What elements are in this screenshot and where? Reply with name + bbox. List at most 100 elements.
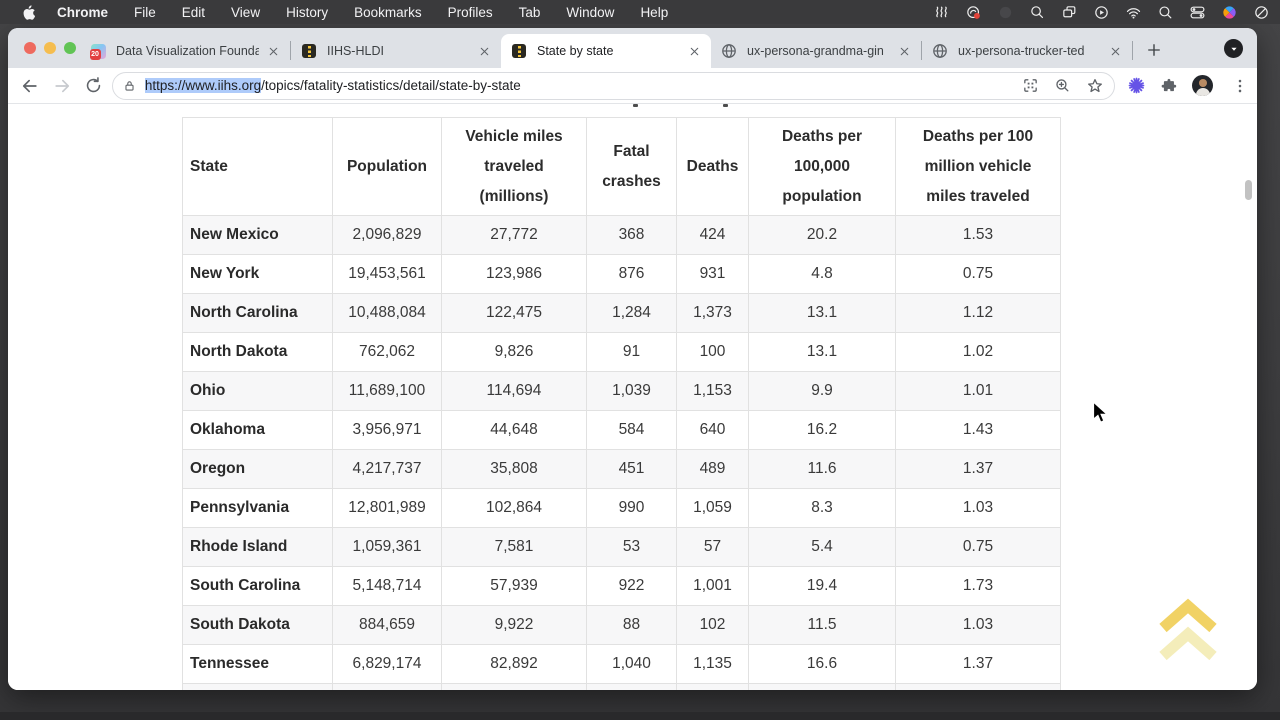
menu-item-view[interactable]: View — [231, 4, 261, 20]
browser-tab-state-by-state[interactable]: State by state — [501, 34, 711, 68]
menu-item-tab[interactable]: Tab — [518, 4, 541, 20]
menu-item-help[interactable]: Help — [640, 4, 669, 20]
tab-strip: 20 Data Visualization Founda IIHS-HLDI Stat… — [8, 28, 1257, 68]
tab-search-button[interactable] — [1224, 39, 1243, 58]
value-cell: 19,453,561 — [332, 254, 442, 294]
iihs-road-favicon — [511, 43, 527, 59]
zoom-tool-icon[interactable] — [1029, 4, 1046, 21]
value-cell: 7,581 — [441, 527, 587, 567]
clipped-heading-fragment — [633, 104, 638, 107]
play-circle-icon[interactable] — [1093, 4, 1110, 21]
profile-avatar[interactable] — [1192, 75, 1214, 96]
launcher-colorful-icon[interactable] — [1221, 4, 1238, 21]
recording-dim-icon[interactable] — [997, 4, 1014, 21]
new-tab-button[interactable] — [1141, 37, 1167, 63]
value-cell — [676, 683, 749, 690]
table-row-partial — [182, 683, 1061, 690]
value-cell: 931 — [676, 254, 749, 294]
value-cell: 11.5 — [748, 605, 896, 645]
table-row-tennessee: Tennessee 6,829,174 82,892 1,040 1,135 16.6 1.… — [182, 644, 1061, 684]
state-cell: New Mexico — [182, 215, 333, 255]
spotlight-search-icon[interactable] — [1157, 4, 1174, 21]
tab-close-icon[interactable] — [898, 45, 911, 58]
value-cell: 640 — [676, 410, 749, 450]
table-row-new-york: New York 19,453,561 123,986 876 931 4.8 0.75 — [182, 254, 1061, 294]
back-button[interactable] — [16, 72, 44, 100]
menu-item-bookmarks[interactable]: Bookmarks — [354, 4, 422, 20]
wifi-icon[interactable] — [1125, 4, 1142, 21]
value-cell: 922 — [586, 566, 677, 606]
table-row-rhode-island: Rhode Island 1,059,361 7,581 53 57 5.4 0.75 — [182, 527, 1061, 567]
browser-tab-data-visualization-founda[interactable]: 20 Data Visualization Founda — [80, 34, 290, 68]
three-dot-menu-icon[interactable] — [1231, 77, 1249, 95]
value-cell: 4.8 — [748, 254, 896, 294]
column-header-4: Fatal crashes — [586, 117, 677, 216]
value-cell: 53 — [586, 527, 677, 567]
clipped-heading-fragment — [723, 104, 728, 107]
value-cell: 27,772 — [441, 215, 587, 255]
value-cell: 91 — [586, 332, 677, 372]
value-cell: 584 — [586, 410, 677, 450]
tab-close-icon[interactable] — [688, 45, 701, 58]
reload-button[interactable] — [80, 72, 108, 100]
value-cell — [182, 683, 333, 690]
menu-item-profiles[interactable]: Profiles — [447, 4, 493, 20]
value-cell: 990 — [586, 488, 677, 528]
vertical-scrollbar-thumb[interactable] — [1245, 180, 1252, 200]
apple-menu-icon[interactable] — [20, 4, 35, 21]
value-cell: 5,148,714 — [332, 566, 442, 606]
extensions-puzzle-icon[interactable] — [1160, 77, 1178, 95]
do-not-disturb-icon[interactable] — [1253, 4, 1270, 21]
zoom-window-button[interactable] — [64, 42, 76, 54]
value-cell: 2,096,829 — [332, 215, 442, 255]
globe-favicon — [932, 43, 948, 59]
menu-item-edit[interactable]: Edit — [181, 4, 206, 20]
menu-item-history[interactable]: History — [286, 4, 329, 20]
browser-tab-ux-persona-grandma-gin[interactable]: ux-persona-grandma-gin — [711, 34, 921, 68]
control-center-icon[interactable] — [1189, 4, 1206, 21]
tab-close-icon[interactable] — [267, 45, 280, 58]
tab-close-icon[interactable] — [1109, 45, 1122, 58]
menu-item-file[interactable]: File — [134, 4, 156, 20]
value-cell: 368 — [586, 215, 677, 255]
zoom-in-icon[interactable] — [1054, 77, 1071, 94]
value-cell: 6,829,174 — [332, 644, 442, 684]
waves-icon[interactable] — [933, 4, 950, 21]
value-cell: 884,659 — [332, 605, 442, 645]
state-cell: Ohio — [182, 371, 333, 411]
value-cell: 88 — [586, 605, 677, 645]
minimize-window-button[interactable] — [44, 42, 56, 54]
value-cell — [895, 683, 1061, 690]
value-cell: 82,892 — [441, 644, 587, 684]
tab-close-icon[interactable] — [478, 45, 491, 58]
browser-tab-ux-persona-trucker-ted[interactable]: ux-persona-trucker-ted — [922, 34, 1132, 68]
browser-tab-iihs-hldi[interactable]: IIHS-HLDI — [291, 34, 501, 68]
menu-item-window[interactable]: Window — [566, 4, 615, 20]
close-window-button[interactable] — [24, 42, 36, 54]
bookmark-star-icon[interactable] — [1086, 77, 1104, 95]
value-cell: 102,864 — [441, 488, 587, 528]
value-cell: 1.37 — [895, 449, 1061, 489]
value-cell: 1.37 — [895, 644, 1061, 684]
traffic-lights — [24, 42, 76, 54]
menu-item-chrome[interactable]: Chrome — [57, 4, 109, 20]
value-cell: 1.01 — [895, 371, 1061, 411]
lock-icon[interactable] — [123, 79, 136, 93]
forward-button[interactable] — [48, 72, 76, 100]
extension-burst-icon[interactable] — [1127, 76, 1146, 95]
value-cell: 762,062 — [332, 332, 442, 372]
value-cell: 35,808 — [441, 449, 587, 489]
omnibox-action-icons — [1022, 77, 1104, 95]
value-cell: 44,648 — [441, 410, 587, 450]
screenshot-grid-icon[interactable] — [1022, 77, 1039, 94]
url-text[interactable]: https://www.iihs.org/topics/fatality-sta… — [144, 78, 1014, 93]
stacked-windows-icon[interactable] — [1061, 4, 1078, 21]
screen-share-alert-icon[interactable] — [965, 4, 982, 21]
value-cell: 1.02 — [895, 332, 1061, 372]
menubar-status-icons — [933, 4, 1270, 21]
state-cell: South Dakota — [182, 605, 333, 645]
address-bar[interactable]: https://www.iihs.org/topics/fatality-sta… — [111, 71, 1116, 100]
value-cell: 1.03 — [895, 605, 1061, 645]
value-cell: 1,039 — [586, 371, 677, 411]
back-to-top-button[interactable] — [1156, 596, 1220, 671]
